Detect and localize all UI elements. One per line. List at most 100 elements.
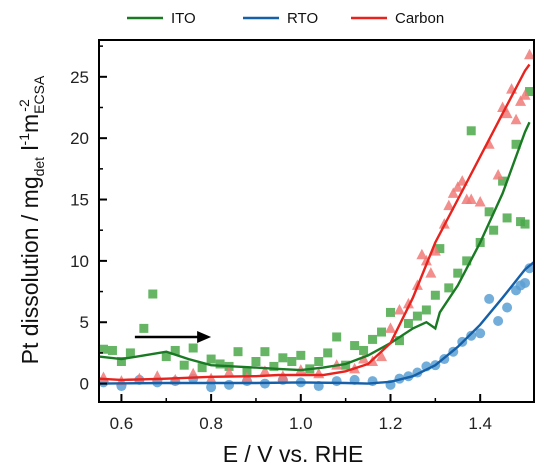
carbon-point <box>510 113 522 125</box>
rto-line <box>99 261 534 385</box>
ito-point <box>233 347 243 357</box>
x-tick-label: 0.8 <box>199 414 223 433</box>
x-tick-label: 0.6 <box>110 414 134 433</box>
ito-line <box>99 121 531 372</box>
y-axis-title-main: Pt dissolution / mg <box>17 176 43 364</box>
x-tick-label: 1.0 <box>289 414 313 433</box>
carbon-point <box>393 303 405 315</box>
scan-direction-arrowhead <box>197 330 212 343</box>
legend-label-carbon: Carbon <box>395 10 444 27</box>
carbon-point <box>452 181 464 192</box>
series-layer <box>99 48 534 393</box>
rto-point <box>466 330 477 341</box>
carbon-point <box>456 175 468 186</box>
carbon-point <box>420 254 432 266</box>
annotation-layer <box>134 330 212 343</box>
ito-point <box>368 334 378 344</box>
ito-point <box>161 352 171 362</box>
y-axis: 0 5 10 15 20 25 <box>70 45 107 394</box>
ito-point <box>403 318 413 328</box>
ito-point <box>269 361 279 371</box>
rto-point <box>484 293 495 304</box>
x-axis: 0.6 0.8 1.0 1.2 1.4 <box>110 394 492 433</box>
y-axis-title: Pt dissolution / mgdet l-1mECSA-2 <box>16 75 47 364</box>
ito-point <box>148 289 158 299</box>
y-tick-label: 5 <box>80 313 89 332</box>
y-axis-title-sup-m: -2 <box>16 99 32 112</box>
ito-point <box>107 345 117 355</box>
y-axis-title-unit-m: m <box>17 114 43 133</box>
carbon-point <box>429 245 441 256</box>
carbon-line <box>99 63 531 382</box>
ito-point <box>394 336 404 346</box>
ito-point <box>489 225 499 235</box>
carbon-point <box>519 89 531 100</box>
carbon-point <box>524 48 534 60</box>
plot-frame <box>98 39 535 403</box>
ito-point <box>525 87 534 97</box>
rto-point <box>493 316 504 327</box>
ito-point <box>511 139 521 149</box>
ito-point <box>444 283 454 293</box>
ito-point <box>484 207 494 217</box>
ito-point <box>421 305 431 315</box>
ito-point <box>179 360 189 370</box>
ito-point <box>430 290 440 300</box>
rto-point <box>520 277 531 288</box>
carbon-point <box>465 193 477 205</box>
carbon-point <box>402 297 414 309</box>
y-tick-label: 0 <box>80 375 89 394</box>
carbon-point <box>223 366 235 378</box>
y-axis-title-sub-ecsa: ECSA <box>31 75 47 114</box>
ito-point <box>502 213 512 223</box>
ito-point <box>197 363 207 373</box>
y-tick-label: 25 <box>70 68 89 87</box>
rto-point <box>524 263 534 274</box>
legend-label-rto: RTO <box>287 10 318 27</box>
ito-point <box>170 345 180 355</box>
carbon-point <box>447 187 459 198</box>
ito-point <box>251 357 261 367</box>
ito-point <box>323 348 333 358</box>
carbon-point <box>425 267 437 278</box>
ito-point <box>412 311 422 321</box>
ito-point <box>116 357 126 367</box>
ito-point <box>287 357 297 367</box>
ito-point <box>520 219 530 229</box>
chart-legend: ITO RTO Carbon <box>127 10 444 27</box>
carbon-point <box>501 107 513 119</box>
ito-point <box>206 354 216 364</box>
ito-point <box>278 353 288 363</box>
carbon-point <box>515 95 527 106</box>
ito-point <box>466 126 476 136</box>
rto-point <box>224 379 235 390</box>
carbon-point <box>376 350 388 362</box>
ito-point <box>125 348 135 358</box>
ito-point <box>99 344 108 354</box>
legend-label-ito: ITO <box>171 10 196 27</box>
carbon-point <box>474 195 486 207</box>
x-tick-label: 1.2 <box>379 414 403 433</box>
ito-point <box>215 359 225 369</box>
ito-point <box>498 176 508 186</box>
y-tick-label: 10 <box>70 252 89 271</box>
y-tick-label: 20 <box>70 129 89 148</box>
carbon-point <box>416 248 428 260</box>
carbon-point <box>384 322 396 333</box>
x-tick-label: 1.4 <box>468 414 492 433</box>
ito-point <box>377 327 387 337</box>
rto-point <box>502 302 513 313</box>
ito-point <box>314 357 324 367</box>
ito-point <box>188 343 198 353</box>
ito-point <box>359 345 369 355</box>
ito-point <box>139 323 149 333</box>
ito-point <box>453 268 463 278</box>
ito-point <box>332 332 342 342</box>
ito-point <box>350 341 360 351</box>
y-axis-title-sup-l: -1 <box>16 133 32 146</box>
series-carbon <box>99 48 534 386</box>
ito-point <box>296 350 306 360</box>
y-tick-label: 15 <box>70 191 89 210</box>
x-axis-title: E / V vs. RHE <box>223 441 364 467</box>
